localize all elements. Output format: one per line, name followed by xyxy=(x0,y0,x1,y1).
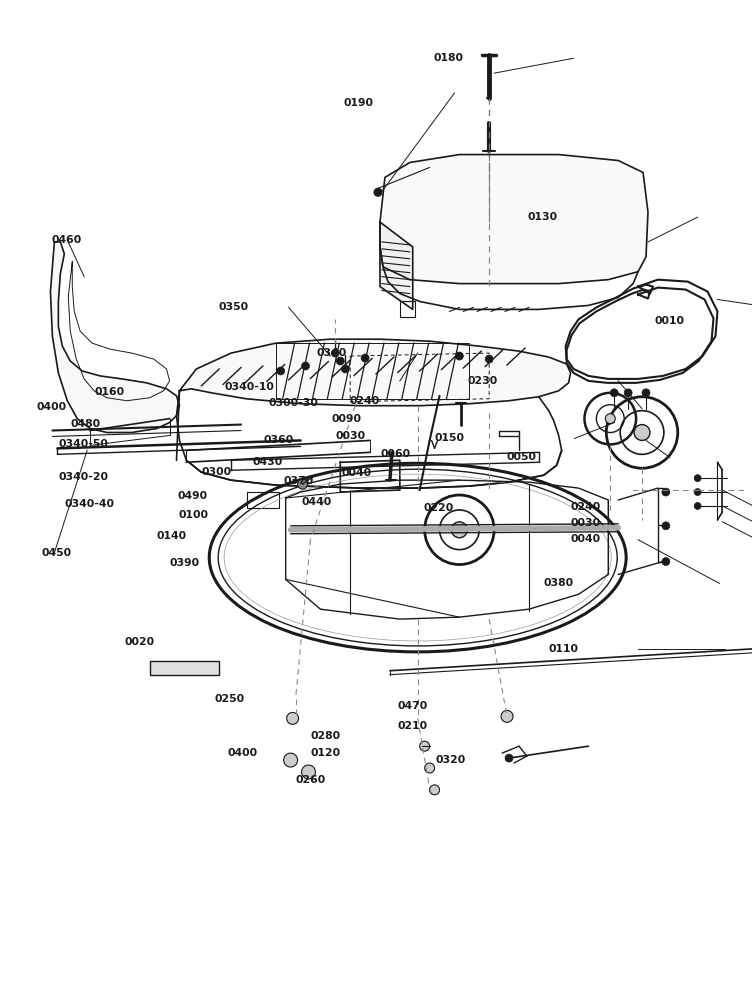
Text: 0150: 0150 xyxy=(434,433,464,443)
Text: 0340: 0340 xyxy=(316,348,347,358)
Circle shape xyxy=(287,712,298,724)
Text: 0020: 0020 xyxy=(125,637,155,647)
FancyBboxPatch shape xyxy=(149,661,219,675)
Text: 0040: 0040 xyxy=(571,534,601,544)
Circle shape xyxy=(606,414,615,424)
Text: 0370: 0370 xyxy=(283,476,313,486)
Polygon shape xyxy=(380,155,648,284)
Circle shape xyxy=(451,522,467,538)
Text: 0240: 0240 xyxy=(571,502,601,512)
Text: 0030: 0030 xyxy=(335,431,365,441)
Circle shape xyxy=(277,367,285,375)
Text: 0050: 0050 xyxy=(507,452,536,462)
Text: 0340-40: 0340-40 xyxy=(64,499,114,509)
Text: 0300: 0300 xyxy=(202,467,232,477)
Text: 0260: 0260 xyxy=(295,775,325,785)
Text: 0010: 0010 xyxy=(655,316,685,326)
Text: 0340-50: 0340-50 xyxy=(59,439,109,449)
Text: 0190: 0190 xyxy=(344,98,374,108)
Circle shape xyxy=(634,425,650,440)
Text: 0380: 0380 xyxy=(544,578,574,588)
Circle shape xyxy=(424,763,435,773)
Text: 0340-20: 0340-20 xyxy=(59,472,109,482)
Circle shape xyxy=(662,558,670,566)
Text: 0160: 0160 xyxy=(95,387,125,397)
Circle shape xyxy=(501,710,513,722)
Circle shape xyxy=(505,754,513,762)
Text: 0460: 0460 xyxy=(51,235,82,245)
Circle shape xyxy=(331,349,339,357)
Circle shape xyxy=(642,389,650,397)
Circle shape xyxy=(610,389,618,397)
Circle shape xyxy=(374,188,382,196)
Text: 0250: 0250 xyxy=(214,694,245,704)
Polygon shape xyxy=(180,339,571,406)
Text: 0140: 0140 xyxy=(156,531,186,541)
Text: 0400: 0400 xyxy=(227,748,257,758)
Text: 0360: 0360 xyxy=(263,435,294,445)
Text: 0240: 0240 xyxy=(349,396,379,406)
Circle shape xyxy=(301,765,316,779)
Text: 0090: 0090 xyxy=(331,414,361,424)
Text: 0040: 0040 xyxy=(341,468,371,478)
Text: 0470: 0470 xyxy=(398,701,428,711)
Text: 0390: 0390 xyxy=(169,558,199,568)
Circle shape xyxy=(624,389,632,397)
Circle shape xyxy=(694,475,701,482)
Text: 0350: 0350 xyxy=(219,302,248,312)
Circle shape xyxy=(694,502,701,509)
Circle shape xyxy=(455,352,464,360)
Text: 0110: 0110 xyxy=(548,644,578,654)
Text: 0280: 0280 xyxy=(310,731,341,741)
Text: 0210: 0210 xyxy=(398,721,428,731)
Circle shape xyxy=(361,354,369,362)
Text: 0490: 0490 xyxy=(177,491,208,501)
Text: 0180: 0180 xyxy=(433,53,464,63)
Circle shape xyxy=(341,365,350,373)
Text: 0400: 0400 xyxy=(36,402,66,412)
Circle shape xyxy=(284,753,297,767)
Text: 0120: 0120 xyxy=(310,748,341,758)
Polygon shape xyxy=(380,222,413,309)
Circle shape xyxy=(662,488,670,496)
Circle shape xyxy=(336,357,344,365)
Text: 0340-10: 0340-10 xyxy=(225,382,275,392)
Circle shape xyxy=(694,489,701,496)
Text: 0480: 0480 xyxy=(70,419,100,429)
Text: 0230: 0230 xyxy=(467,376,498,386)
Circle shape xyxy=(420,741,430,751)
Text: 0440: 0440 xyxy=(301,497,331,507)
Circle shape xyxy=(662,522,670,530)
Polygon shape xyxy=(51,242,180,433)
Text: 0220: 0220 xyxy=(424,503,455,513)
Circle shape xyxy=(485,355,493,363)
Text: 0130: 0130 xyxy=(528,212,557,222)
Text: 0450: 0450 xyxy=(42,548,72,558)
Circle shape xyxy=(297,479,307,489)
Text: 0320: 0320 xyxy=(435,755,465,765)
Text: 0430: 0430 xyxy=(252,457,282,467)
Circle shape xyxy=(430,785,439,795)
Circle shape xyxy=(301,362,310,370)
Text: 0060: 0060 xyxy=(381,449,411,459)
Text: 0030: 0030 xyxy=(571,518,601,528)
Text: 0100: 0100 xyxy=(179,510,209,520)
Text: 0300-30: 0300-30 xyxy=(268,398,318,408)
